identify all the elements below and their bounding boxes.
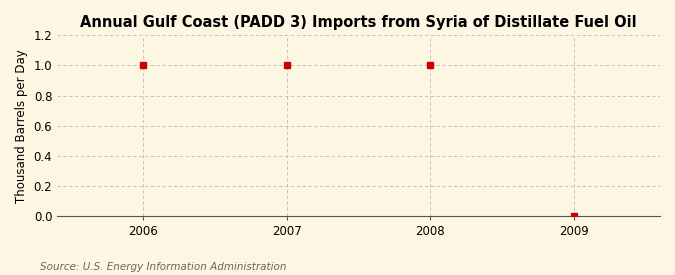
Title: Annual Gulf Coast (PADD 3) Imports from Syria of Distillate Fuel Oil: Annual Gulf Coast (PADD 3) Imports from … bbox=[80, 15, 637, 30]
Text: Source: U.S. Energy Information Administration: Source: U.S. Energy Information Administ… bbox=[40, 262, 287, 272]
Y-axis label: Thousand Barrels per Day: Thousand Barrels per Day bbox=[15, 49, 28, 202]
